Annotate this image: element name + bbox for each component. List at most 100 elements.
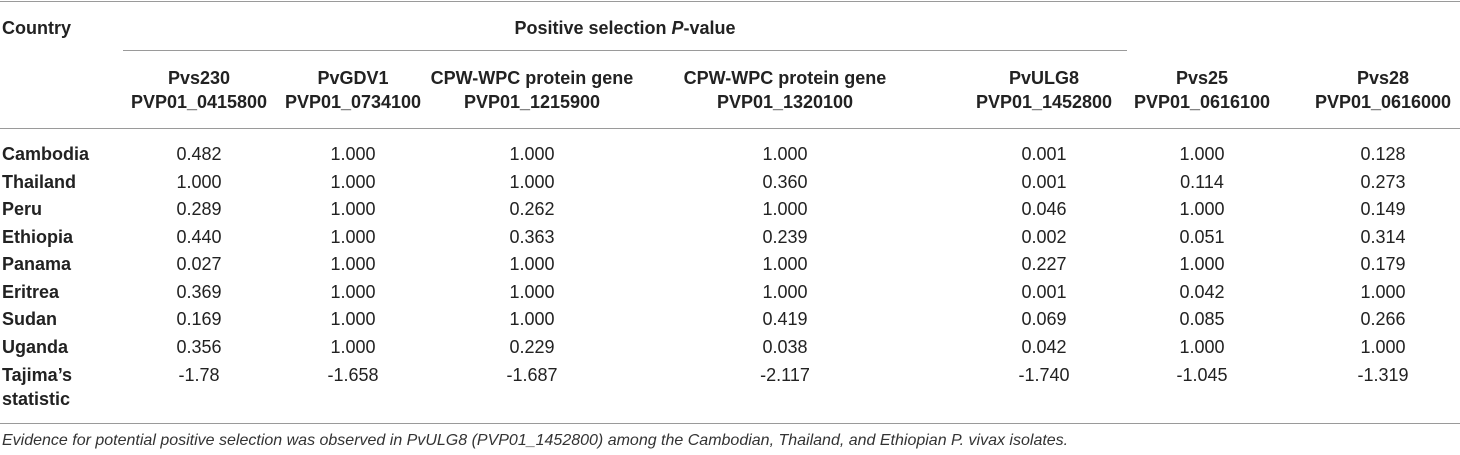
table-cell: 1.000 (762, 144, 808, 164)
table-cell: 0.229 (509, 337, 555, 357)
positive-selection-header-italic: P (671, 18, 684, 38)
row-country-label: Thailand (2, 172, 77, 192)
table-cell: 0.002 (1021, 227, 1067, 247)
gene-column-header: Pvs25 PVP01_0616100 (1127, 66, 1277, 114)
table-cell: 1.000 (1179, 254, 1225, 274)
tajima-label-line1: Tajima’s (2, 365, 73, 385)
tajima-cell: -1.658 (327, 365, 379, 385)
table-cell: 1.000 (330, 227, 376, 247)
gene-name: PvULG8 (1008, 68, 1080, 88)
table-cell: 0.369 (176, 282, 222, 302)
table-cell: 0.289 (176, 199, 222, 219)
gene-column-header: Pvs230 PVP01_0415800 (124, 66, 274, 114)
gene-column-header: PvGDV1 PVP01_0734100 (278, 66, 428, 114)
table-cell: 1.000 (1360, 337, 1406, 357)
row-country-label: Panama (2, 254, 72, 274)
tajima-label-line2: statistic (2, 389, 71, 409)
table-cell: 0.266 (1360, 309, 1406, 329)
table-cell: 1.000 (509, 282, 555, 302)
table-cell: 0.273 (1360, 172, 1406, 192)
tajima-cell: -1.319 (1357, 365, 1409, 385)
table-cell: 1.000 (509, 254, 555, 274)
table-cell: 0.440 (176, 227, 222, 247)
table-cell: 0.262 (509, 199, 555, 219)
table-cell: 1.000 (762, 199, 808, 219)
row-country-label: Ethiopia (2, 227, 73, 247)
table-cell: 0.069 (1021, 309, 1067, 329)
gene-name: Pvs230 (167, 68, 231, 88)
gene-id: PVP01_0616100 (1133, 92, 1271, 112)
table-cell: 0.027 (176, 254, 222, 274)
row-country-label: Peru (2, 199, 43, 219)
table-footnote: Evidence for potential positive selectio… (2, 432, 1069, 449)
row-country-label: Sudan (2, 309, 58, 329)
table-cell: 1.000 (509, 309, 555, 329)
tajima-cell: -1.045 (1176, 365, 1228, 385)
table-cell: 0.001 (1021, 172, 1067, 192)
gene-name: CPW-WPC protein gene (683, 68, 887, 88)
table-cell: 1.000 (330, 282, 376, 302)
table-cell: 0.114 (1180, 172, 1224, 192)
country-column-header: Country (2, 18, 71, 38)
table-cell: 1.000 (330, 337, 376, 357)
table-cell: 0.482 (176, 144, 222, 164)
table-cell: 1.000 (762, 282, 808, 302)
table-cell: 1.000 (330, 172, 376, 192)
gene-name: Pvs25 (1175, 68, 1229, 88)
table-cell: 0.169 (176, 309, 222, 329)
gene-id: PVP01_1452800 (975, 92, 1113, 112)
table-cell: 1.000 (1179, 144, 1225, 164)
table-cell: 1.000 (176, 172, 222, 192)
table-cell: 1.000 (330, 309, 376, 329)
table-cell: 0.042 (1021, 337, 1067, 357)
gene-column-header: CPW-WPC protein gene PVP01_1320100 (655, 66, 915, 114)
row-country-label: Cambodia (2, 144, 90, 164)
table-cell: 0.360 (762, 172, 808, 192)
gene-id: PVP01_0415800 (130, 92, 268, 112)
gene-name: PvGDV1 (317, 68, 389, 88)
table-cell: 0.356 (176, 337, 222, 357)
table-cell: 1.000 (762, 254, 808, 274)
tajima-cell: -1.740 (1018, 365, 1070, 385)
tajima-cell: -1.687 (506, 365, 558, 385)
tajima-cell: -1.78 (178, 365, 220, 385)
row-country-label: Eritrea (2, 282, 60, 302)
positive-selection-header: Positive selection P-value (123, 17, 1127, 39)
table-cell: 1.000 (330, 254, 376, 274)
table-cell: 0.128 (1360, 144, 1406, 164)
table-cell: 0.001 (1021, 282, 1067, 302)
positive-selection-header-suffix: -value (683, 18, 736, 38)
gene-id: PVP01_0734100 (284, 92, 422, 112)
table-cell: 0.001 (1021, 144, 1067, 164)
table-cell: 1.000 (1179, 337, 1225, 357)
table-cell: 1.000 (509, 172, 555, 192)
table-cell: 0.363 (509, 227, 555, 247)
row-country-label: Uganda (2, 337, 69, 357)
table-cell: 0.051 (1179, 227, 1225, 247)
table-cell: 0.085 (1179, 309, 1225, 329)
gene-id: PVP01_1320100 (716, 92, 854, 112)
table-cell: 1.000 (330, 144, 376, 164)
table-cell: 0.314 (1360, 227, 1406, 247)
table-cell: 1.000 (330, 199, 376, 219)
gene-name: CPW-WPC protein gene (430, 68, 634, 88)
gene-id: PVP01_0616000 (1314, 92, 1452, 112)
table-cell: 0.149 (1360, 199, 1406, 219)
table-cell: 1.000 (1179, 199, 1225, 219)
gene-column-header: Pvs28 PVP01_0616000 (1303, 66, 1460, 114)
table-cell: 0.419 (762, 309, 808, 329)
gene-column-header: PvULG8 PVP01_1452800 (959, 66, 1129, 114)
table-cell: 0.227 (1021, 254, 1067, 274)
gene-name: Pvs28 (1356, 68, 1410, 88)
table-cell: 0.042 (1179, 282, 1225, 302)
group-header-rule (123, 50, 1127, 51)
table-cell: 0.179 (1360, 254, 1406, 274)
table-cell: 0.239 (762, 227, 808, 247)
table-cell: 1.000 (1360, 282, 1406, 302)
tajima-cell: -2.117 (760, 365, 810, 385)
table-top-rule (0, 1, 1460, 2)
header-bottom-rule (0, 128, 1460, 129)
gene-column-header: CPW-WPC protein gene PVP01_1215900 (402, 66, 662, 114)
table-cell: 1.000 (509, 144, 555, 164)
table-cell: 0.038 (762, 337, 808, 357)
